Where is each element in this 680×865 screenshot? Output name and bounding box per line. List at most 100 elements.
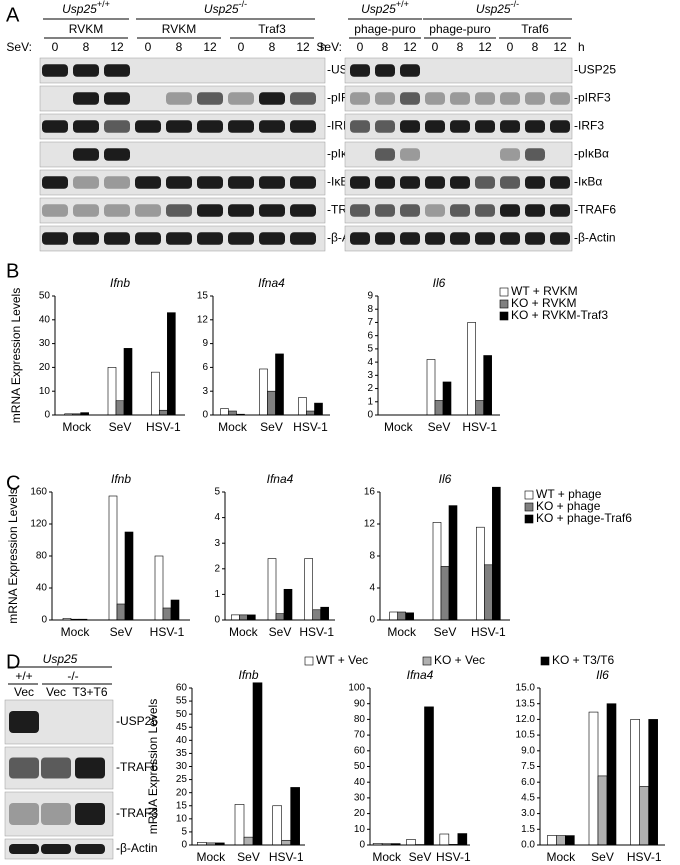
- time: 12: [403, 40, 417, 54]
- y-tick-label: 5: [367, 344, 373, 355]
- band: [166, 120, 192, 133]
- x-tick-label: SeV: [591, 850, 614, 864]
- time: 8: [457, 40, 464, 54]
- y-tick-label: 1.5: [521, 824, 535, 835]
- band: [228, 232, 254, 245]
- band: [290, 92, 316, 105]
- y-tick-label: 13.5: [516, 698, 536, 709]
- y-tick-label: 8: [367, 304, 373, 315]
- y-tick-label: 7.5: [521, 761, 535, 772]
- bar: [116, 603, 126, 621]
- band: [525, 92, 545, 105]
- band: [350, 204, 370, 217]
- bar: [397, 611, 406, 621]
- genotype-sup: +/+: [97, 0, 110, 9]
- chart-title: Ifna4: [267, 472, 294, 486]
- time: 12: [203, 40, 217, 54]
- x-tick-label: HSV-1: [471, 625, 506, 639]
- time: 0: [432, 40, 439, 54]
- band: [500, 204, 520, 217]
- band: [104, 148, 130, 161]
- time-unit: h: [320, 40, 327, 54]
- bar: [259, 368, 268, 416]
- gene: Usp25: [476, 2, 511, 16]
- time: 8: [269, 40, 276, 54]
- band: [9, 757, 39, 779]
- y-tick-label: 3: [214, 538, 220, 549]
- bar: [267, 390, 276, 416]
- band: [350, 176, 370, 189]
- band: [135, 232, 161, 245]
- time-label: SeV:: [316, 40, 342, 54]
- band: [375, 148, 395, 161]
- y-tick-label: 1: [214, 589, 220, 600]
- band: [197, 120, 223, 133]
- band: [73, 120, 99, 133]
- chart-title: Il6: [596, 668, 609, 682]
- band: [41, 844, 71, 854]
- genotype-sup: -/-: [511, 0, 520, 9]
- y-tick-label: 2: [214, 563, 220, 574]
- band: [400, 148, 420, 161]
- band: [425, 120, 445, 133]
- genotype: -/-: [67, 669, 78, 683]
- bar: [639, 786, 649, 846]
- band: [290, 120, 316, 133]
- band: [135, 204, 161, 217]
- panel-label: A: [6, 4, 20, 26]
- chart-title: Ifna4: [407, 668, 434, 682]
- chart-title: Il6: [433, 276, 446, 290]
- legend-swatch: [524, 490, 534, 500]
- gene: Usp25: [62, 2, 97, 16]
- y-tick-label: 40: [39, 314, 51, 325]
- band: [500, 120, 520, 133]
- y-tick-label: 30: [176, 761, 188, 772]
- time: 0: [238, 40, 245, 54]
- y-tick-label: 30: [354, 793, 366, 804]
- genotype: Usp25+/+: [62, 0, 110, 16]
- bar: [630, 719, 640, 846]
- x-tick-label: HSV-1: [436, 850, 471, 864]
- band: [375, 232, 395, 245]
- legend-swatch: [499, 311, 509, 321]
- bar: [476, 526, 485, 621]
- legend-swatch: [499, 287, 509, 297]
- bar: [312, 609, 321, 621]
- x-tick-label: SeV: [269, 625, 292, 639]
- x-tick-label: Mock: [61, 625, 91, 639]
- x-tick-label: SeV: [428, 420, 451, 434]
- bar: [162, 607, 172, 621]
- bar: [320, 606, 329, 621]
- band: [75, 844, 105, 854]
- band: [166, 232, 192, 245]
- genotype-sup: +/+: [396, 0, 409, 9]
- band: [400, 120, 420, 133]
- bar: [272, 805, 282, 846]
- band: [425, 204, 445, 217]
- band: [75, 803, 105, 825]
- band: [475, 204, 495, 217]
- construct: phage-puro: [429, 22, 491, 36]
- legend-swatch: [524, 502, 534, 512]
- y-tick-label: 6: [367, 330, 373, 341]
- construct: RVKM: [162, 22, 196, 36]
- y-tick-label: 0: [367, 410, 373, 421]
- band: [75, 757, 105, 779]
- y-tick-label: 9: [367, 291, 373, 302]
- x-tick-label: HSV-1: [269, 850, 304, 864]
- y-tick-label: 9: [202, 338, 208, 349]
- legend-label: KO + RVKM-Traf3: [511, 308, 608, 322]
- y-tick-label: 90: [354, 698, 366, 709]
- x-tick-label: SeV: [109, 420, 132, 434]
- y-tick-label: 40: [176, 735, 188, 746]
- band: [550, 120, 570, 133]
- y-tick-label: 8: [369, 551, 375, 562]
- bar: [239, 614, 248, 621]
- band: [450, 204, 470, 217]
- band: [525, 176, 545, 189]
- band: [42, 204, 68, 217]
- legend-label: WT + Vec: [316, 653, 368, 667]
- band: [375, 204, 395, 217]
- legend-label: KO + phage-Traf6: [536, 511, 632, 525]
- band: [425, 176, 445, 189]
